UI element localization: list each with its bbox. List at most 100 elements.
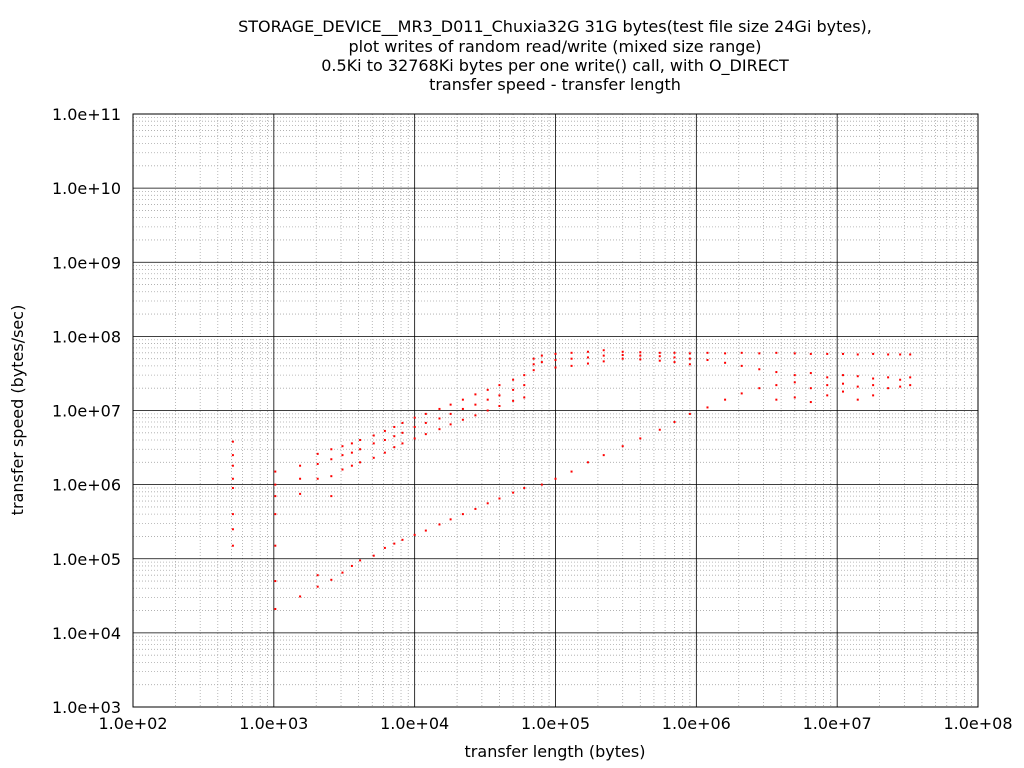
data-point [523, 396, 526, 399]
data-point [826, 376, 829, 379]
data-point [540, 361, 543, 364]
data-points [231, 349, 912, 610]
data-point [274, 470, 277, 473]
data-point [523, 487, 526, 490]
data-point [826, 352, 829, 355]
data-point [330, 448, 333, 451]
data-point [274, 544, 277, 547]
data-point [350, 564, 353, 567]
data-point [231, 464, 234, 467]
data-point [359, 559, 362, 562]
data-point [359, 438, 362, 441]
data-point [474, 393, 477, 396]
data-point [586, 356, 589, 359]
data-point [372, 456, 375, 459]
data-point [809, 401, 812, 404]
data-point [341, 445, 344, 448]
data-point [461, 418, 464, 421]
data-point [658, 428, 661, 431]
data-point [438, 417, 441, 420]
data-point [688, 363, 691, 366]
data-point [554, 477, 557, 480]
data-point [498, 497, 501, 500]
data-point [393, 446, 396, 449]
data-point [775, 371, 778, 374]
y-tick-label: 1.0e+08 [52, 327, 121, 346]
data-point [438, 523, 441, 526]
data-point [383, 438, 386, 441]
data-point [424, 433, 427, 436]
data-point [724, 361, 727, 364]
data-point [274, 483, 277, 486]
data-point [602, 360, 605, 363]
data-point [872, 377, 875, 380]
data-point [909, 353, 912, 356]
chart-title-line-3: 0.5Ki to 32768Ki bytes per one write() c… [321, 56, 789, 76]
data-point [540, 354, 543, 357]
data-point [570, 357, 573, 360]
data-point [299, 477, 302, 480]
y-tick-label: 1.0e+06 [52, 476, 121, 495]
data-point [372, 554, 375, 557]
data-point [359, 461, 362, 464]
data-point [706, 351, 709, 354]
data-point [231, 487, 234, 490]
data-point [438, 407, 441, 410]
data-point [383, 451, 386, 454]
data-point [413, 416, 416, 419]
data-point [350, 464, 353, 467]
data-point [758, 387, 761, 390]
x-tick-label: 1.0e+06 [662, 714, 731, 733]
data-point [793, 374, 796, 377]
data-point [826, 394, 829, 397]
data-point [540, 483, 543, 486]
data-point [413, 425, 416, 428]
data-point [512, 388, 515, 391]
data-point [401, 431, 404, 434]
chart-title-line-2: plot writes of random read/write (mixed … [349, 37, 762, 56]
data-point [330, 458, 333, 461]
data-point [872, 394, 875, 397]
data-point [586, 461, 589, 464]
data-point [658, 351, 661, 354]
data-point [474, 403, 477, 406]
data-point [393, 542, 396, 545]
data-point [621, 357, 624, 360]
x-tick-label: 1.0e+02 [98, 714, 167, 733]
data-point [856, 353, 859, 356]
data-point [532, 363, 535, 366]
data-point [793, 352, 796, 355]
data-point [486, 388, 489, 391]
data-point [498, 405, 501, 408]
data-point [401, 421, 404, 424]
data-point [570, 351, 573, 354]
data-point [887, 387, 890, 390]
data-point [316, 452, 319, 455]
data-point [486, 398, 489, 401]
data-point [393, 425, 396, 428]
data-point [639, 358, 642, 361]
data-point [231, 528, 234, 531]
data-point [449, 412, 452, 415]
data-point [621, 350, 624, 353]
x-tick-label: 1.0e+07 [803, 714, 872, 733]
data-point [523, 374, 526, 377]
data-point [330, 495, 333, 498]
y-tick-label: 1.0e+11 [52, 105, 121, 124]
data-point [523, 384, 526, 387]
data-point [602, 349, 605, 352]
data-point [740, 392, 743, 395]
data-point [899, 385, 902, 388]
data-point [498, 394, 501, 397]
x-axis-ticks: 1.0e+02 1.0e+03 1.0e+04 1.0e+05 1.0e+06 1.0e+… [98, 714, 1012, 733]
data-point [413, 437, 416, 440]
data-point [231, 513, 234, 516]
data-point [383, 429, 386, 432]
data-point [532, 369, 535, 372]
data-point [673, 351, 676, 354]
data-point [586, 362, 589, 365]
data-point [639, 354, 642, 357]
data-point [231, 544, 234, 547]
data-point [299, 492, 302, 495]
